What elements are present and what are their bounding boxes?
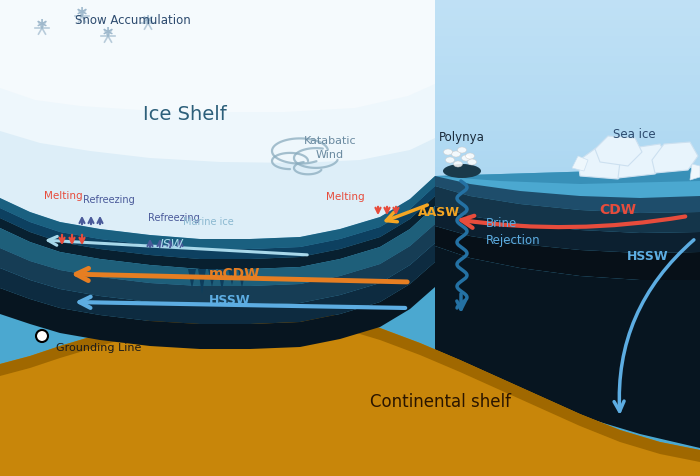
Ellipse shape bbox=[452, 151, 461, 157]
Text: mCDW: mCDW bbox=[209, 267, 260, 281]
Text: Marine ice: Marine ice bbox=[183, 217, 233, 227]
Text: Refreezing: Refreezing bbox=[83, 195, 134, 205]
Text: HSSW: HSSW bbox=[209, 294, 251, 307]
Text: Melting: Melting bbox=[44, 191, 83, 201]
Ellipse shape bbox=[444, 149, 452, 155]
Polygon shape bbox=[435, 176, 700, 213]
Polygon shape bbox=[218, 269, 226, 291]
Text: Sea ice: Sea ice bbox=[612, 128, 655, 140]
Polygon shape bbox=[595, 136, 642, 166]
Text: Continental shelf: Continental shelf bbox=[370, 393, 510, 411]
Polygon shape bbox=[0, 243, 435, 324]
Ellipse shape bbox=[454, 161, 463, 167]
Polygon shape bbox=[0, 0, 435, 112]
Text: *: * bbox=[143, 13, 153, 32]
Polygon shape bbox=[0, 176, 435, 249]
Polygon shape bbox=[0, 306, 700, 476]
Polygon shape bbox=[0, 0, 435, 163]
Text: Ice Shelf: Ice Shelf bbox=[143, 105, 227, 123]
Text: *: * bbox=[77, 7, 87, 26]
Polygon shape bbox=[0, 306, 700, 462]
Ellipse shape bbox=[468, 159, 477, 165]
Text: *: * bbox=[103, 27, 113, 46]
Polygon shape bbox=[578, 148, 632, 179]
Polygon shape bbox=[0, 206, 435, 286]
Polygon shape bbox=[690, 164, 700, 180]
Text: Katabatic
Wind: Katabatic Wind bbox=[304, 137, 356, 159]
Polygon shape bbox=[572, 156, 588, 171]
Polygon shape bbox=[0, 196, 435, 269]
Polygon shape bbox=[0, 224, 435, 305]
Text: Snow Accumulation: Snow Accumulation bbox=[75, 13, 190, 27]
Text: Brine
Rejection: Brine Rejection bbox=[486, 217, 540, 247]
Text: AASW: AASW bbox=[418, 206, 460, 218]
Text: Melting: Melting bbox=[326, 192, 365, 202]
Polygon shape bbox=[208, 269, 216, 287]
Text: HSSW: HSSW bbox=[627, 249, 668, 262]
Ellipse shape bbox=[443, 164, 481, 178]
Ellipse shape bbox=[466, 153, 475, 159]
Polygon shape bbox=[238, 269, 246, 288]
Polygon shape bbox=[618, 144, 668, 178]
Polygon shape bbox=[0, 262, 435, 349]
Polygon shape bbox=[0, 0, 435, 239]
Ellipse shape bbox=[458, 147, 466, 153]
Polygon shape bbox=[0, 186, 435, 259]
Ellipse shape bbox=[461, 155, 470, 161]
Text: CDW: CDW bbox=[599, 203, 636, 217]
Text: ISW: ISW bbox=[160, 238, 184, 251]
Polygon shape bbox=[188, 269, 196, 289]
Polygon shape bbox=[198, 269, 206, 294]
Polygon shape bbox=[435, 168, 700, 184]
Circle shape bbox=[36, 330, 48, 342]
Polygon shape bbox=[435, 206, 700, 253]
Polygon shape bbox=[652, 142, 698, 173]
Text: Grounding Line: Grounding Line bbox=[56, 343, 141, 353]
Polygon shape bbox=[435, 226, 700, 280]
Polygon shape bbox=[435, 246, 700, 448]
Polygon shape bbox=[0, 168, 700, 476]
Text: Polynya: Polynya bbox=[439, 131, 485, 144]
FancyArrowPatch shape bbox=[614, 240, 694, 411]
Text: *: * bbox=[37, 19, 47, 38]
Polygon shape bbox=[228, 269, 236, 285]
FancyArrowPatch shape bbox=[461, 216, 685, 228]
Text: Refreezing: Refreezing bbox=[148, 213, 199, 223]
Polygon shape bbox=[435, 186, 700, 233]
Ellipse shape bbox=[445, 157, 454, 163]
